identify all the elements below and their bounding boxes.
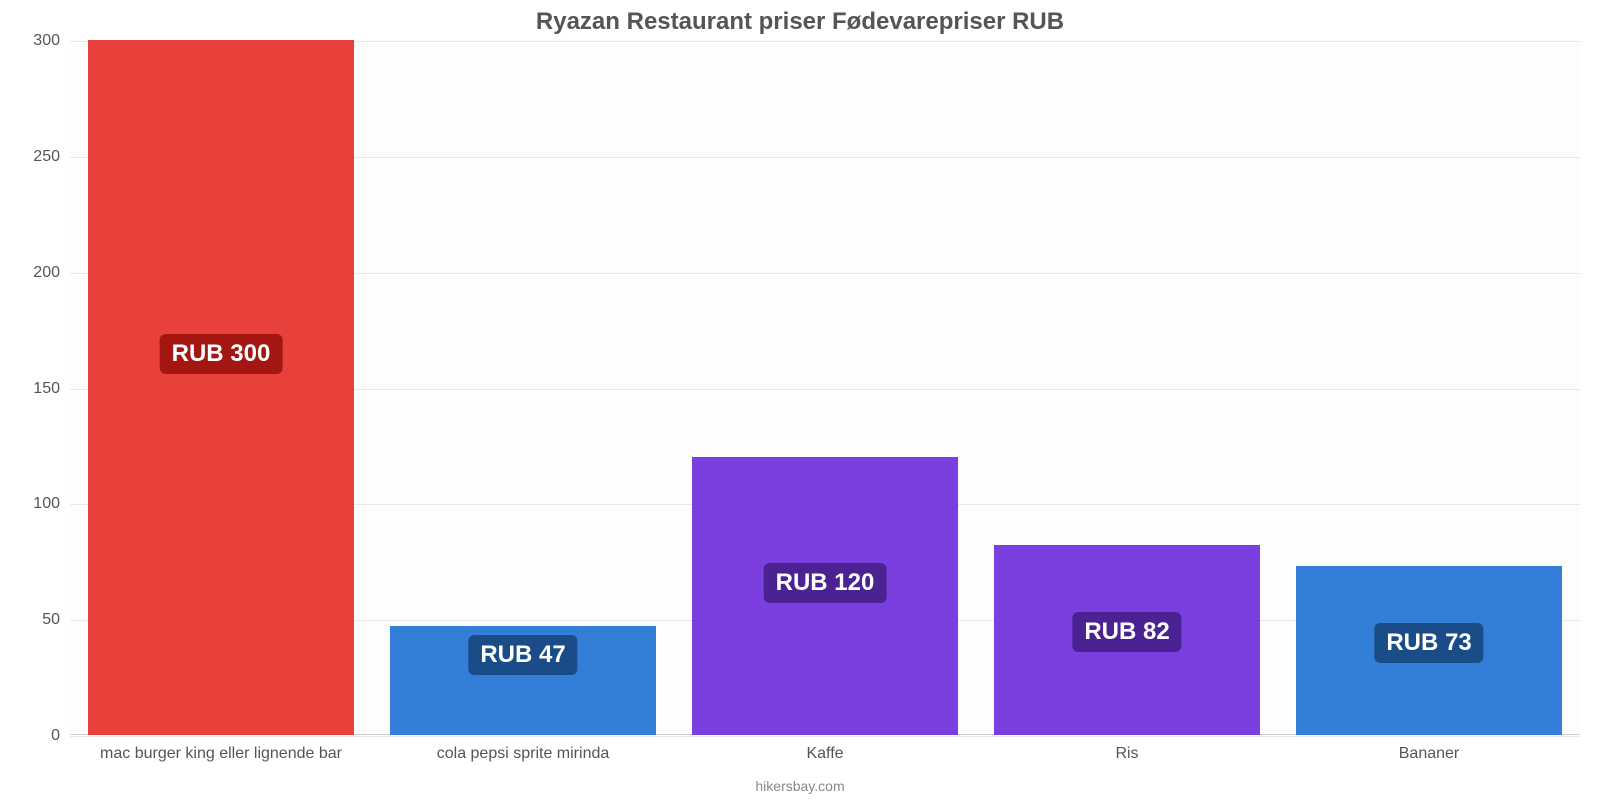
y-tick-label: 300 xyxy=(33,32,70,50)
bar xyxy=(88,40,354,735)
bar-value-label: RUB 82 xyxy=(1072,612,1181,652)
attribution-text: hikersbay.com xyxy=(0,778,1600,794)
price-bar-chart: Ryazan Restaurant priser Fødevarepriser … xyxy=(0,0,1600,800)
bar-value-label: RUB 300 xyxy=(160,334,283,374)
y-tick-label: 50 xyxy=(42,611,70,629)
x-tick-label: cola pepsi sprite mirinda xyxy=(437,735,610,763)
plot-area: 050100150200250300RUB 300mac burger king… xyxy=(70,40,1580,735)
chart-title: Ryazan Restaurant priser Fødevarepriser … xyxy=(0,8,1600,36)
bar-value-label: RUB 73 xyxy=(1374,623,1483,663)
y-tick-label: 200 xyxy=(33,264,70,282)
y-tick-label: 0 xyxy=(51,727,70,745)
y-tick-label: 150 xyxy=(33,380,70,398)
x-tick-label: Bananer xyxy=(1399,735,1460,763)
y-tick-label: 250 xyxy=(33,148,70,166)
bar-value-label: RUB 47 xyxy=(468,635,577,675)
x-tick-label: Kaffe xyxy=(806,735,843,763)
y-tick-label: 100 xyxy=(33,495,70,513)
bar-value-label: RUB 120 xyxy=(764,563,887,603)
x-tick-label: mac burger king eller lignende bar xyxy=(100,735,342,763)
x-tick-label: Ris xyxy=(1115,735,1138,763)
